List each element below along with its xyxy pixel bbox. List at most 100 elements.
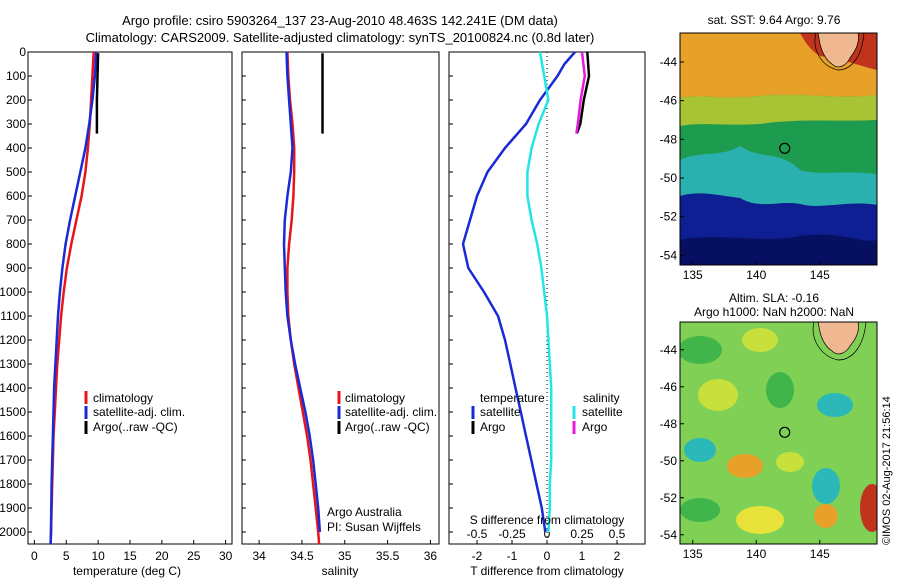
y-tick-label: 1800 bbox=[0, 477, 26, 491]
legend-label-argo: Argo(..raw -QC) bbox=[93, 420, 178, 434]
salinity-plot-frame bbox=[241, 51, 440, 545]
sla-feature bbox=[680, 336, 722, 364]
legend-label-satellite: satellite-adj. clim. bbox=[345, 405, 437, 419]
sla-feature bbox=[698, 379, 738, 411]
difference-plot-frame bbox=[448, 51, 646, 545]
tasmania-contour bbox=[812, 322, 867, 361]
x-tick-label: 20 bbox=[155, 549, 169, 563]
figure-title-line2: Climatology: CARS2009. Satellite-adjuste… bbox=[86, 30, 595, 45]
legend-label-sal-satellite: satellite bbox=[582, 405, 623, 419]
map-y-tick-label: -50 bbox=[660, 171, 678, 185]
series-satellite-adj-clim- bbox=[49, 51, 98, 545]
map-y-tick-label: -46 bbox=[660, 94, 678, 108]
map-y-tick-label: -52 bbox=[660, 491, 678, 505]
figure-title-line1: Argo profile: csiro 5903264_137 23-Aug-2… bbox=[122, 13, 558, 28]
map-y-tick-label: -52 bbox=[660, 210, 678, 224]
sst-mid-band bbox=[680, 94, 877, 126]
y-tick-label: 200 bbox=[6, 93, 26, 107]
legend-header-salinity: salinity bbox=[583, 391, 620, 405]
sla-feature bbox=[680, 498, 720, 522]
map-x-tick-label: 145 bbox=[810, 268, 830, 282]
argo-australia-credit: Argo Australia bbox=[327, 505, 402, 519]
y-tick-label: 1100 bbox=[0, 309, 26, 323]
s-tick-label: 0.5 bbox=[609, 527, 626, 541]
sla-feature bbox=[814, 504, 838, 528]
legend-label-temp-argo: Argo bbox=[480, 420, 506, 434]
map-y-tick-label: -54 bbox=[660, 528, 678, 542]
map-x-tick-label: 140 bbox=[746, 547, 766, 561]
y-tick-label: 2000 bbox=[0, 525, 26, 539]
y-tick-label: 700 bbox=[6, 213, 26, 227]
x-tick-label: 34 bbox=[252, 549, 266, 563]
map-x-tick-label: 145 bbox=[810, 547, 830, 561]
salinity-axis-label: salinity bbox=[322, 564, 359, 578]
x-tick-label: 0 bbox=[31, 549, 38, 563]
x-tick-label: 5 bbox=[63, 549, 70, 563]
temperature-chart: 0100200300400500600700800900100011001200… bbox=[0, 45, 233, 563]
difference-chart: -2 -1 0 1 2 -0.5 -0.25 0 0.25 0.5 bbox=[449, 51, 626, 563]
s-tick-label: -0.5 bbox=[467, 527, 488, 541]
series-satellite-adj-clim- bbox=[282, 51, 322, 533]
tasmania-landmass bbox=[817, 33, 859, 68]
x-tick-label: 25 bbox=[187, 549, 201, 563]
s-tick-label: 0 bbox=[544, 527, 551, 541]
sst-float-marker bbox=[779, 142, 791, 154]
map-y-tick-label: -48 bbox=[660, 132, 678, 146]
x-tick-label: -2 bbox=[472, 549, 483, 563]
s-tick-label: -0.25 bbox=[498, 527, 526, 541]
t-difference-axis-label: T difference from climatology bbox=[470, 564, 624, 578]
temperature-legend: climatology satellite-adj. clim. Argo(..… bbox=[84, 391, 185, 434]
legend-label-sal-argo: Argo bbox=[582, 420, 608, 434]
temperature-axis-label: temperature (deg C) bbox=[73, 564, 181, 578]
legend-header-temperature: temperature bbox=[480, 391, 545, 405]
salinity-legend: climatology satellite-adj. clim. Argo(..… bbox=[327, 391, 437, 534]
x-tick-label: -1 bbox=[507, 549, 518, 563]
sla-feature bbox=[776, 452, 804, 472]
y-tick-label: 100 bbox=[6, 69, 26, 83]
map-y-tick-label: -50 bbox=[660, 454, 678, 468]
y-tick-label: 1300 bbox=[0, 357, 26, 371]
x-tick-label: 10 bbox=[91, 549, 105, 563]
tasmania-landmass bbox=[817, 322, 859, 355]
sla-map-subtitle: Argo h1000: NaN h2000: NaN bbox=[694, 305, 854, 319]
legend-label-temp-satellite: satellite bbox=[480, 405, 521, 419]
sst-map-frame bbox=[679, 32, 878, 266]
sla-map-frame bbox=[679, 321, 878, 545]
tasmania-contour bbox=[814, 33, 865, 71]
x-tick-label: 1 bbox=[579, 549, 586, 563]
series-climatology bbox=[286, 51, 321, 545]
x-tick-label: 34.5 bbox=[290, 549, 314, 563]
y-tick-label: 400 bbox=[6, 141, 26, 155]
y-tick-label: 0 bbox=[19, 45, 26, 59]
map-y-tick-label: -48 bbox=[660, 417, 678, 431]
y-tick-label: 1200 bbox=[0, 333, 26, 347]
salinity-chart: 34 34.5 35 35.5 36 bbox=[242, 51, 437, 563]
sst-coldest-band bbox=[680, 234, 877, 265]
x-tick-label: 0 bbox=[544, 549, 551, 563]
sla-feature bbox=[736, 506, 784, 534]
sla-float-marker bbox=[779, 426, 791, 438]
x-tick-label: 15 bbox=[123, 549, 137, 563]
series-salinity-satellite bbox=[526, 51, 553, 533]
pi-credit: PI: Susan Wijffels bbox=[327, 520, 421, 534]
sla-feature bbox=[742, 328, 778, 352]
y-tick-label: 1700 bbox=[0, 453, 26, 467]
sla-feature bbox=[812, 468, 840, 504]
map-x-tick-label: 140 bbox=[746, 268, 766, 282]
map-y-tick-label: -44 bbox=[660, 55, 678, 69]
y-tick-label: 1600 bbox=[0, 429, 26, 443]
x-tick-label: 35 bbox=[338, 549, 352, 563]
sla-feature bbox=[860, 484, 877, 532]
legend-label-climatology: climatology bbox=[93, 391, 153, 405]
s-difference-axis-label: S difference from climatology bbox=[470, 513, 625, 527]
sst-map bbox=[680, 33, 877, 265]
y-tick-label: 600 bbox=[6, 189, 26, 203]
map-y-tick-label: -44 bbox=[660, 343, 678, 357]
x-tick-label: 2 bbox=[614, 549, 621, 563]
legend-label-satellite: satellite-adj. clim. bbox=[93, 405, 185, 419]
sst-map-title: sat. SST: 9.64 Argo: 9.76 bbox=[708, 13, 841, 27]
map-y-tick-label: -46 bbox=[660, 380, 678, 394]
map-x-tick-label: 135 bbox=[683, 547, 703, 561]
imos-credit: ©IMOS 02-Aug-2017 21:56:14 bbox=[881, 396, 893, 545]
sla-feature bbox=[727, 454, 763, 478]
